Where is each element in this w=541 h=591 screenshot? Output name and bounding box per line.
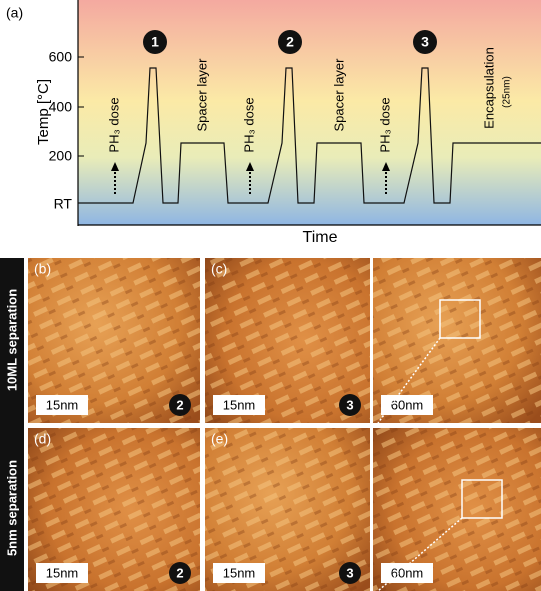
row-label: 5nm separation <box>4 460 19 556</box>
encapsulation-label: Encapsulation <box>481 47 496 129</box>
panel-label: (e) <box>211 431 228 447</box>
scale-label: 15nm <box>46 565 79 580</box>
row-label: 10ML separation <box>4 289 19 391</box>
dose-label: PH₃ dose <box>241 97 256 152</box>
spacer-label: Spacer layer <box>331 58 346 132</box>
step-number: 2 <box>286 34 294 50</box>
y-tick-label: 600 <box>49 49 73 65</box>
dose-label: PH₃ dose <box>106 97 121 152</box>
y-tick-label: 200 <box>49 148 73 164</box>
scale-label: 15nm <box>46 397 79 412</box>
step-number: 3 <box>346 397 353 412</box>
scale-label: 60nm <box>391 397 424 412</box>
dose-label: PH₃ dose <box>377 97 392 152</box>
scale-label: 15nm <box>223 397 256 412</box>
y-tick-label: RT <box>54 196 73 212</box>
panel-label: (b) <box>34 261 51 277</box>
scale-label: 15nm <box>223 565 256 580</box>
scale-label: 60nm <box>391 565 424 580</box>
step-number: 2 <box>176 565 183 580</box>
step-number: 2 <box>176 397 183 412</box>
step-number: 3 <box>346 565 353 580</box>
panel-label: (d) <box>34 431 51 447</box>
spacer-label: Spacer layer <box>194 58 209 132</box>
step-number: 1 <box>151 34 159 50</box>
y-tick-label: 400 <box>49 99 73 115</box>
x-axis-label: Time <box>303 229 338 246</box>
panel-label: (a) <box>6 5 23 21</box>
encapsulation-thickness: (25nm) <box>502 76 513 108</box>
step-number: 3 <box>421 34 429 50</box>
figure: (a) Temp [°C] RT 200 400 600 Time 1 2 3 … <box>0 0 541 591</box>
panel-label: (c) <box>211 261 227 277</box>
